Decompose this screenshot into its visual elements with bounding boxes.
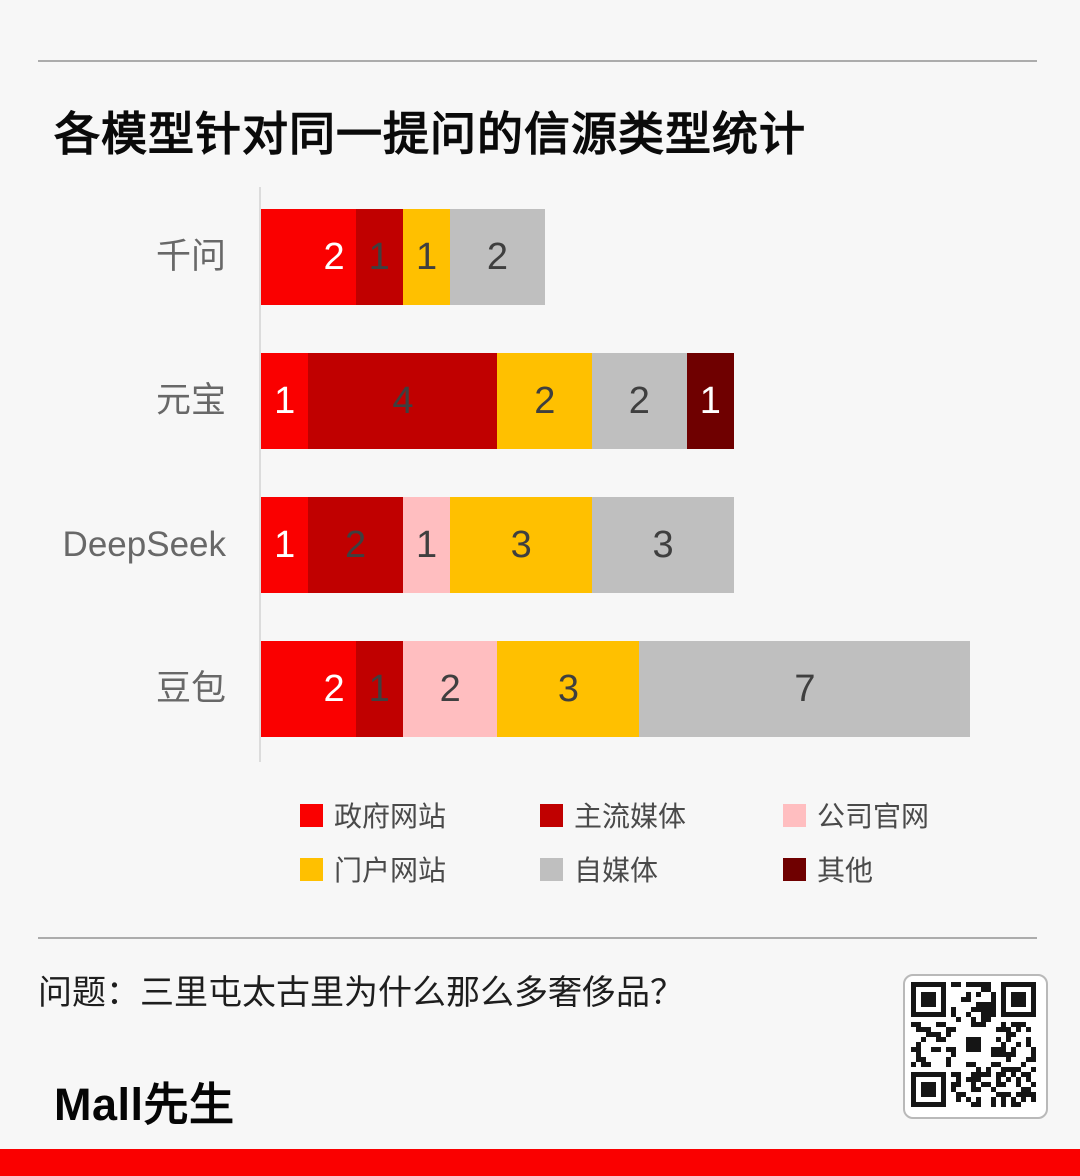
value-label: 2	[486, 236, 509, 278]
bar-segment: 2	[308, 497, 403, 593]
bar-segment: 1	[355, 641, 403, 737]
value-label: 3	[510, 524, 532, 566]
bar-segment: 4	[308, 353, 498, 449]
chart-row: 豆包 2 1 2 3 7	[0, 641, 1080, 737]
legend-item: 自媒体	[540, 855, 658, 886]
question-text: 问题：三里屯太古里为什么那么多奢侈品？	[38, 974, 684, 1012]
value-label: 3	[557, 668, 579, 710]
value-label: 2	[323, 668, 345, 710]
category-label: 千问	[155, 237, 226, 276]
stacked-bar: 1 2 1 3 3	[261, 497, 734, 593]
category-label: DeepSeek	[62, 525, 226, 564]
bar-segment: 3	[592, 497, 734, 593]
legend-item: 政府网站	[300, 801, 446, 832]
value-label: 2	[323, 236, 345, 278]
legend-label: 政府网站	[334, 801, 447, 832]
legend-label: 主流媒体	[574, 801, 687, 832]
bar-segment: 2	[592, 353, 687, 449]
legend-label: 自媒体	[574, 855, 659, 886]
legend-swatch	[783, 857, 806, 881]
value-label: 7	[794, 668, 816, 710]
legend-swatch	[300, 857, 323, 881]
bar-segment: 3	[497, 641, 640, 737]
bar-segment: 2	[261, 641, 356, 737]
bar-segment: 1	[686, 353, 734, 449]
legend-swatch	[540, 857, 563, 881]
value-label: 2	[628, 380, 650, 422]
value-label: 1	[274, 524, 296, 566]
stacked-bar-chart: 千问 2 1 1 2 元宝 1 4 2 2 1 DeepSeek 1 2 1 3 3 豆包 2 1 2 3 7	[0, 187, 1080, 762]
bar-segment: 1	[261, 353, 309, 449]
bar-segment: 1	[402, 497, 451, 593]
value-label: 1	[415, 236, 438, 278]
legend-swatch	[300, 803, 323, 827]
legend-label: 其他	[817, 855, 874, 886]
bottom-red-bar	[0, 1149, 1080, 1176]
legend-label: 门户网站	[334, 855, 447, 886]
bottom-divider	[38, 937, 1037, 939]
value-label: 1	[368, 668, 390, 710]
bar-segment: 2	[402, 641, 498, 737]
qr-code	[903, 974, 1048, 1119]
legend-item: 门户网站	[300, 855, 446, 886]
value-label: 1	[368, 236, 390, 278]
y-axis-line	[259, 187, 261, 762]
bar-segment: 2	[261, 209, 356, 305]
bar-segment: 3	[450, 497, 593, 593]
bar-segment: 1	[261, 497, 309, 593]
category-label: 元宝	[155, 381, 226, 420]
value-label: 3	[652, 524, 674, 566]
qr-pattern	[911, 982, 1036, 1107]
bar-segment: 2	[497, 353, 593, 449]
chart-title: 各模型针对同一提问的信源类型统计	[54, 108, 806, 160]
top-divider	[38, 60, 1037, 62]
legend-label: 公司官网	[817, 801, 930, 832]
chart-row: 千问 2 1 1 2	[0, 209, 1080, 305]
stacked-bar: 1 4 2 2 1	[261, 353, 734, 449]
chart-row: DeepSeek 1 2 1 3 3	[0, 497, 1080, 593]
chart-row: 元宝 1 4 2 2 1	[0, 353, 1080, 449]
bar-segment: 2	[450, 209, 545, 305]
legend-item: 主流媒体	[540, 801, 686, 832]
legend-swatch	[540, 803, 563, 827]
value-label: 1	[415, 524, 438, 566]
value-label: 1	[699, 380, 721, 422]
bar-segment: 1	[402, 209, 451, 305]
legend-swatch	[783, 803, 806, 827]
bar-segment: 7	[639, 641, 971, 737]
value-label: 2	[345, 524, 367, 566]
value-label: 1	[274, 380, 296, 422]
bar-segment: 1	[355, 209, 403, 305]
value-label: 2	[439, 668, 461, 710]
brand-logo: Mall先生	[54, 1079, 235, 1130]
value-label: 2	[534, 380, 556, 422]
legend-item: 其他	[783, 855, 873, 886]
legend-item: 公司官网	[783, 801, 929, 832]
value-label: 4	[392, 380, 414, 422]
category-label: 豆包	[155, 669, 226, 708]
